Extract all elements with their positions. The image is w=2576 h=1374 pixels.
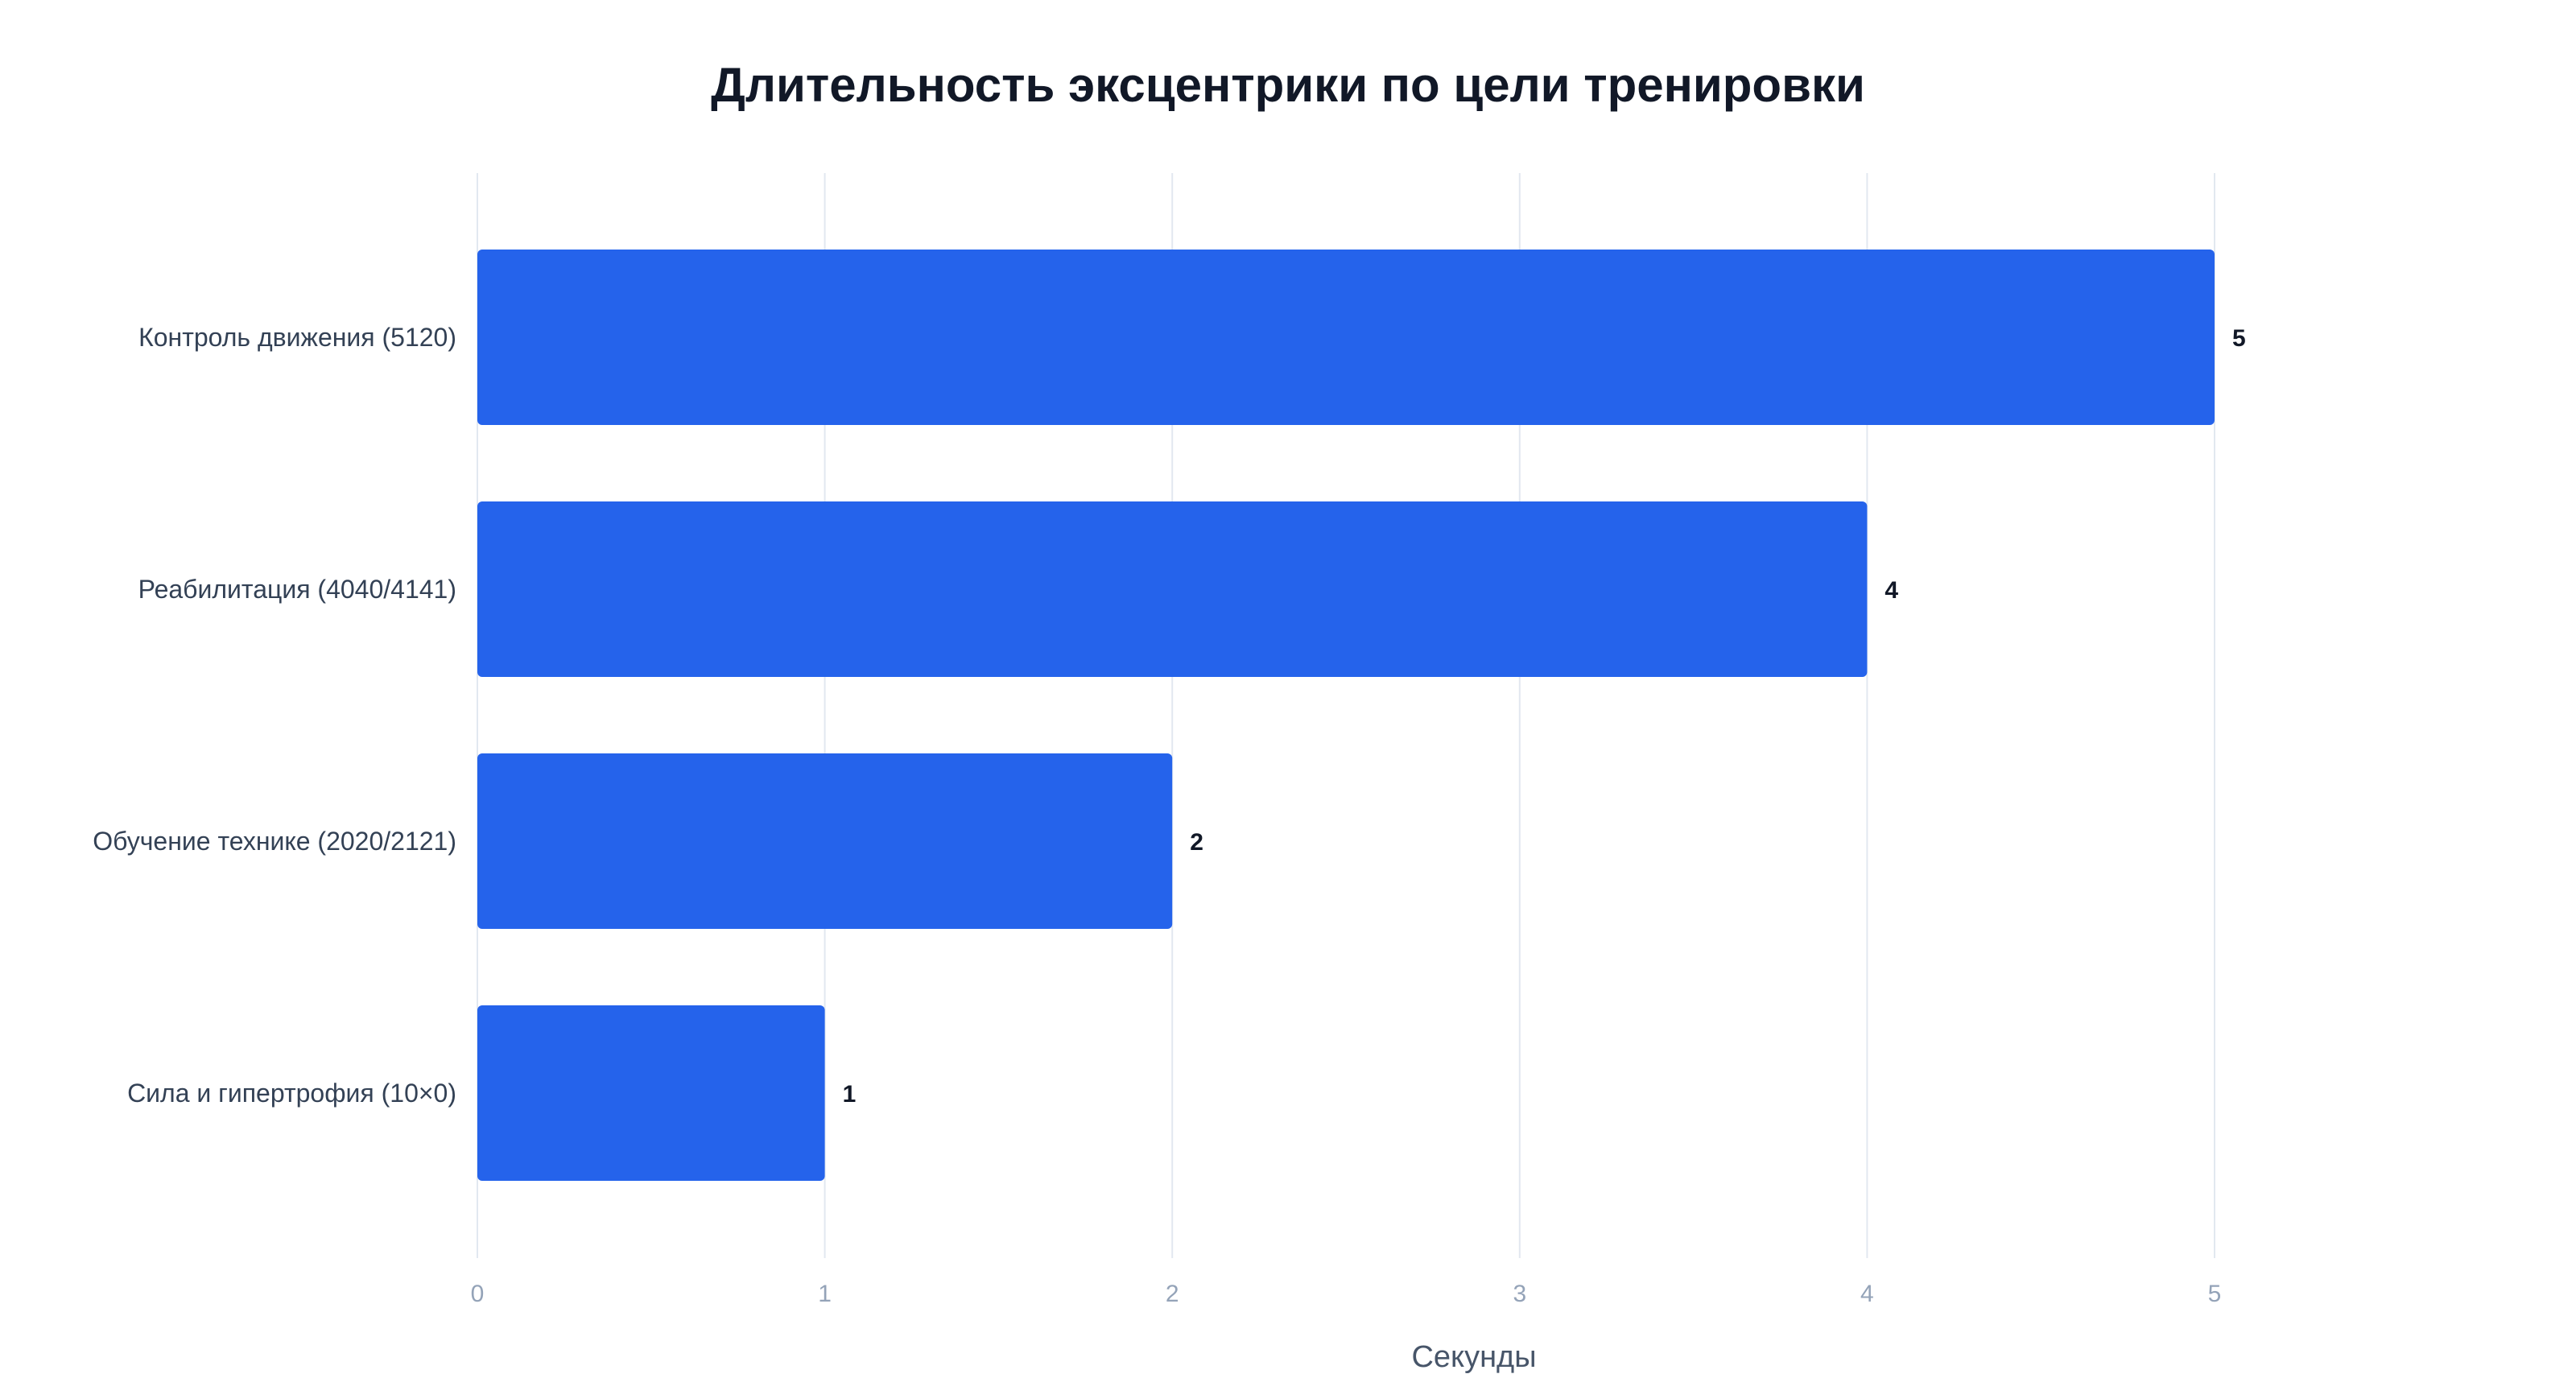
chart-title: Длительность эксцентрики по цели трениро…: [711, 58, 1865, 112]
category-label: Сила и гипертрофия (10×0): [127, 1079, 456, 1108]
x-tick-label: 3: [1513, 1281, 1526, 1307]
data-label: 1: [843, 1081, 857, 1108]
data-label: 2: [1190, 829, 1203, 856]
x-tick-label: 4: [1860, 1281, 1874, 1307]
category-label: Реабилитация (4040/4141): [138, 575, 456, 604]
data-label: 4: [1885, 577, 1898, 604]
value-labels: 5 4 2 1: [843, 325, 2246, 1108]
x-axis-ticks: 0 1 2 3 4 5: [471, 1281, 2222, 1307]
category-label: Контроль движения (5120): [138, 323, 456, 352]
data-label: 5: [2232, 325, 2246, 352]
category-labels: Контроль движения (5120) Реабилитация (40…: [93, 323, 456, 1108]
bars: [477, 250, 2215, 1181]
bar: [477, 250, 2215, 425]
x-tick-label: 1: [818, 1281, 832, 1307]
x-tick-label: 2: [1166, 1281, 1179, 1307]
category-label: Обучение технике (2020/2121): [93, 827, 456, 856]
bar: [477, 753, 1173, 929]
x-tick-label: 0: [471, 1281, 485, 1307]
bar: [477, 501, 1868, 677]
bar: [477, 1005, 825, 1181]
x-axis-title: Секунды: [1411, 1340, 1536, 1374]
x-tick-label: 5: [2208, 1281, 2222, 1307]
